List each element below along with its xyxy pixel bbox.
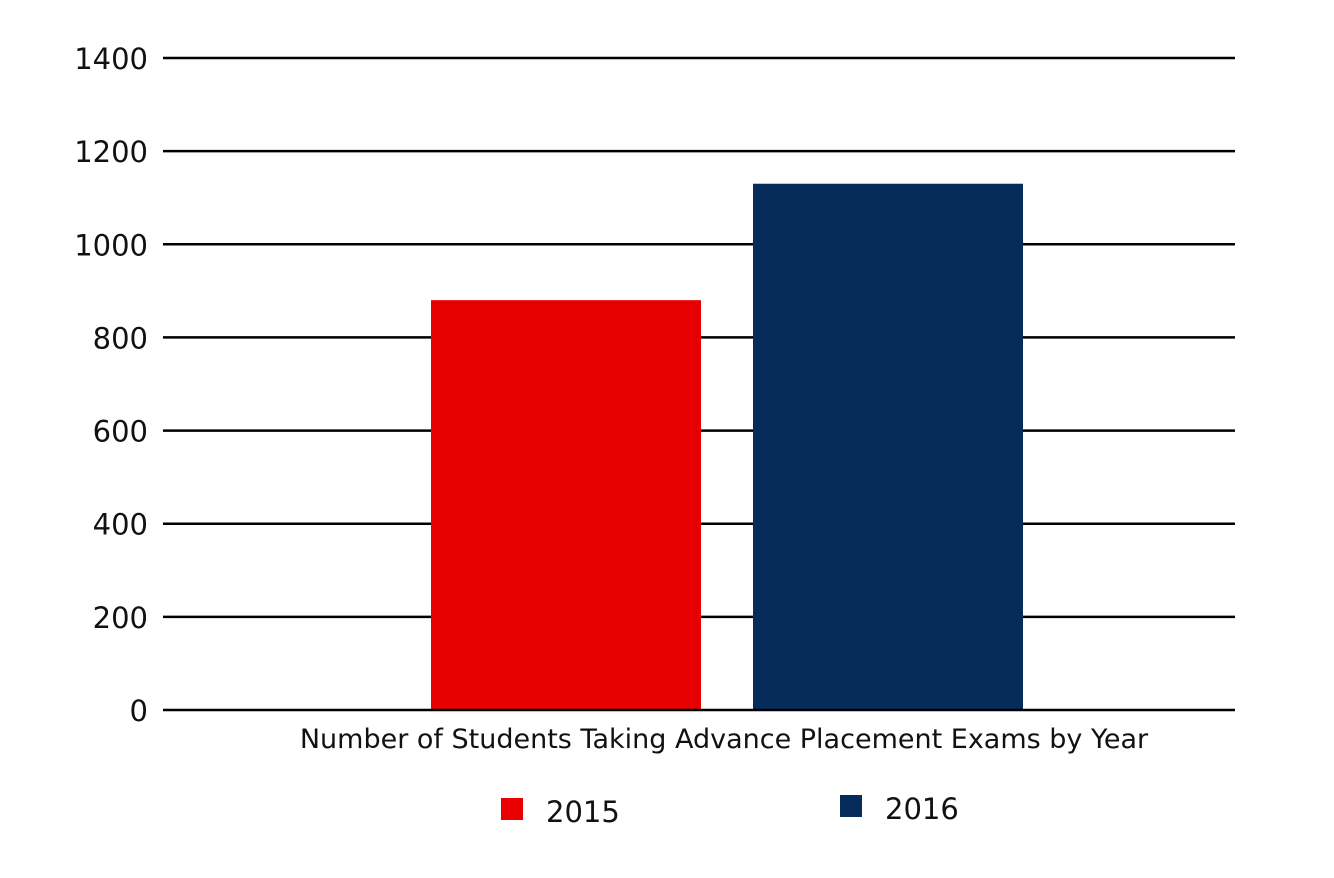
y-tick-label: 1200 xyxy=(74,135,148,169)
bar-2015 xyxy=(431,300,701,710)
y-tick-label: 1400 xyxy=(74,42,148,76)
legend-label: 2015 xyxy=(546,795,620,829)
y-tick-label: 200 xyxy=(93,601,148,635)
y-tick-label: 800 xyxy=(93,321,148,355)
legend-swatch xyxy=(501,798,523,820)
legend-swatch xyxy=(840,795,862,817)
y-tick-label: 1000 xyxy=(74,228,148,262)
y-tick-label: 400 xyxy=(93,508,148,542)
legend-item-2015: 2015 xyxy=(501,795,620,829)
y-tick-label: 600 xyxy=(93,415,148,449)
legend-item-2016: 2016 xyxy=(840,792,959,826)
bars xyxy=(431,183,1023,710)
legend-label: 2016 xyxy=(885,792,959,826)
y-axis-ticks: 0 200 400 600 800 1000 1200 1400 xyxy=(74,42,148,728)
legend: 2015 2016 xyxy=(501,792,959,829)
bar-2016 xyxy=(753,183,1023,710)
y-tick-label: 0 xyxy=(130,694,148,728)
x-axis-label: Number of Students Taking Advance Placem… xyxy=(300,724,1149,755)
